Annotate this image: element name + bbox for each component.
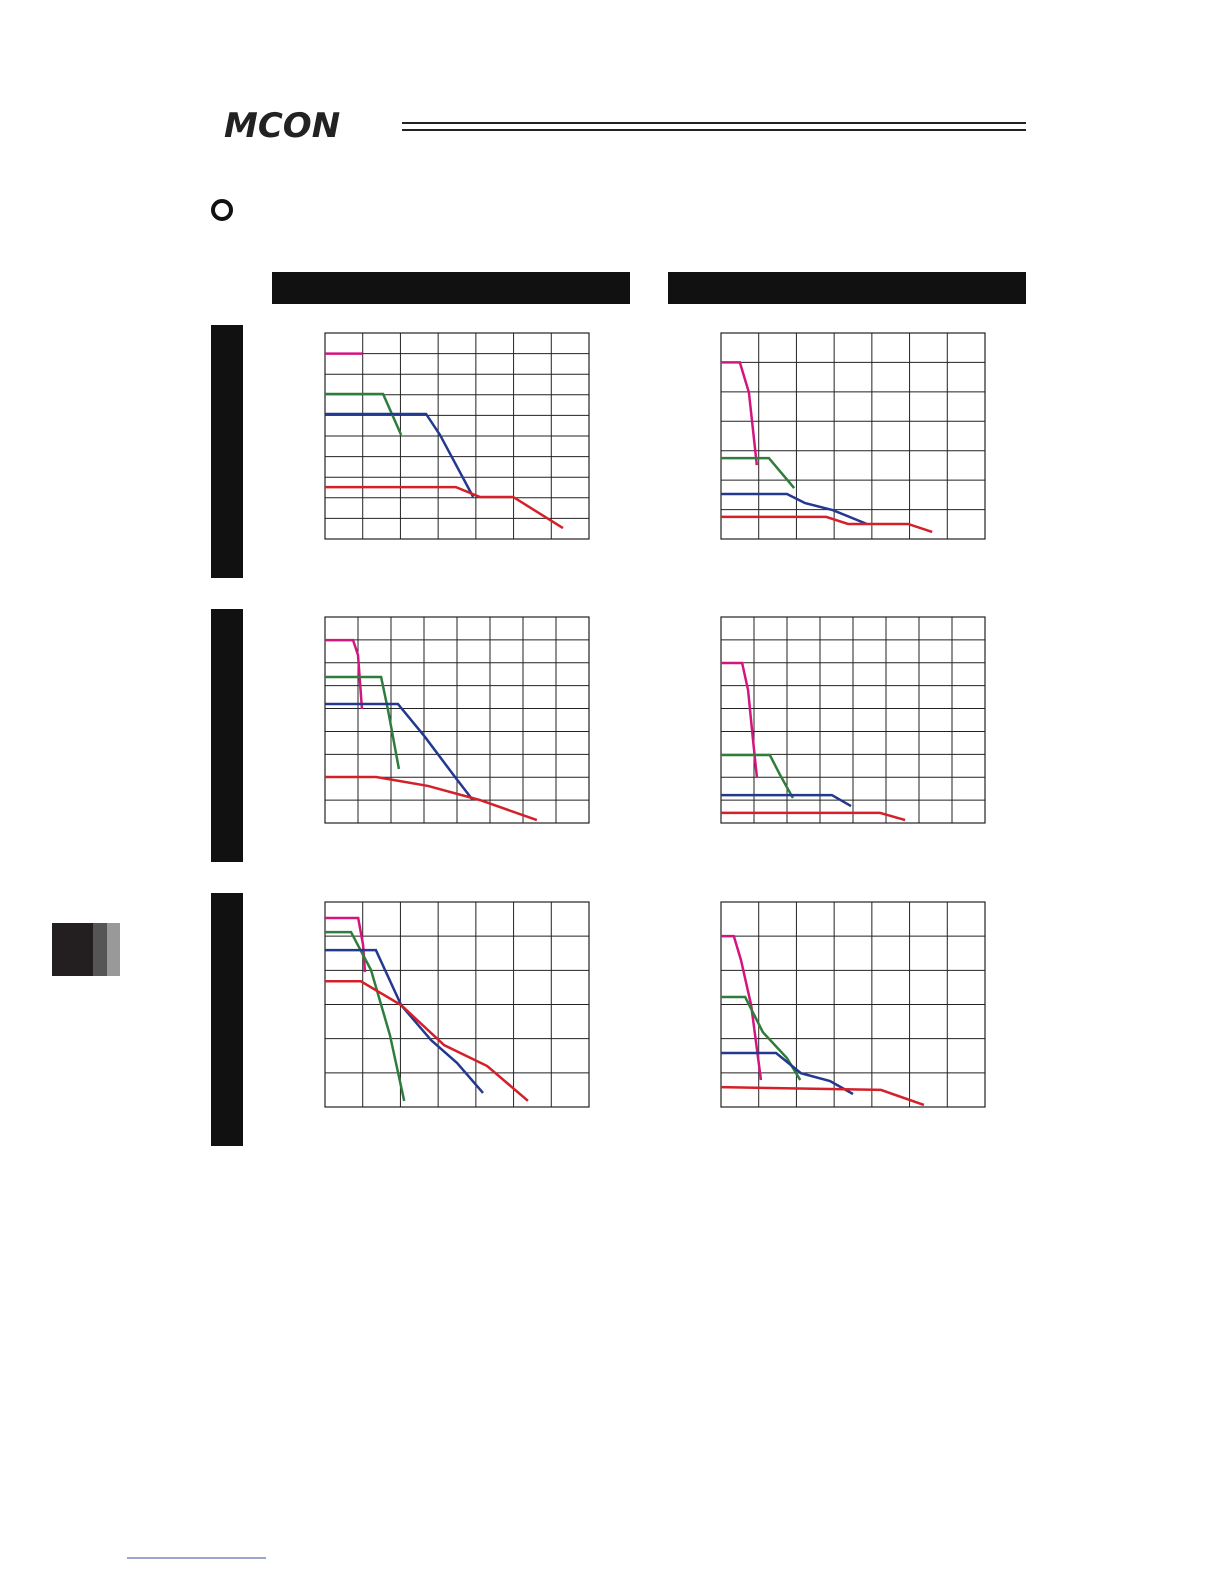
data-line: [721, 661, 759, 779]
bullet: [211, 199, 233, 221]
data-line: [325, 775, 538, 822]
column-header: [668, 272, 1026, 304]
data-line: [325, 392, 403, 436]
data-line: [721, 793, 852, 808]
row-header: [211, 609, 243, 862]
data-line: [325, 485, 564, 530]
plot-frame: [720, 332, 986, 540]
data-line: [721, 492, 868, 526]
plot-frame: [720, 616, 986, 824]
plot-frame: [324, 332, 590, 540]
plot-frame: [324, 901, 590, 1108]
column-header: [272, 272, 630, 304]
data-line: [721, 1051, 854, 1096]
data-line: [721, 811, 906, 822]
side-tab: [107, 923, 120, 976]
side-tab: [93, 923, 107, 976]
data-line: [325, 948, 484, 1094]
data-line: [325, 702, 474, 801]
plot-frame: [324, 616, 590, 824]
side-tab: [52, 923, 93, 976]
data-line: [325, 980, 529, 1102]
data-line: [325, 412, 475, 498]
data-line: [721, 753, 795, 799]
data-line: [721, 934, 763, 1081]
data-line: [720, 1085, 925, 1107]
data-line: [721, 456, 796, 489]
row-header: [211, 893, 243, 1146]
logo: MCON: [224, 106, 340, 146]
data-line: [325, 675, 401, 770]
data-line: [721, 361, 759, 466]
row-header: [211, 325, 243, 578]
data-line: [721, 515, 933, 534]
data-line: [325, 930, 406, 1102]
data-line: [325, 638, 364, 710]
plot-frame: [720, 901, 986, 1108]
